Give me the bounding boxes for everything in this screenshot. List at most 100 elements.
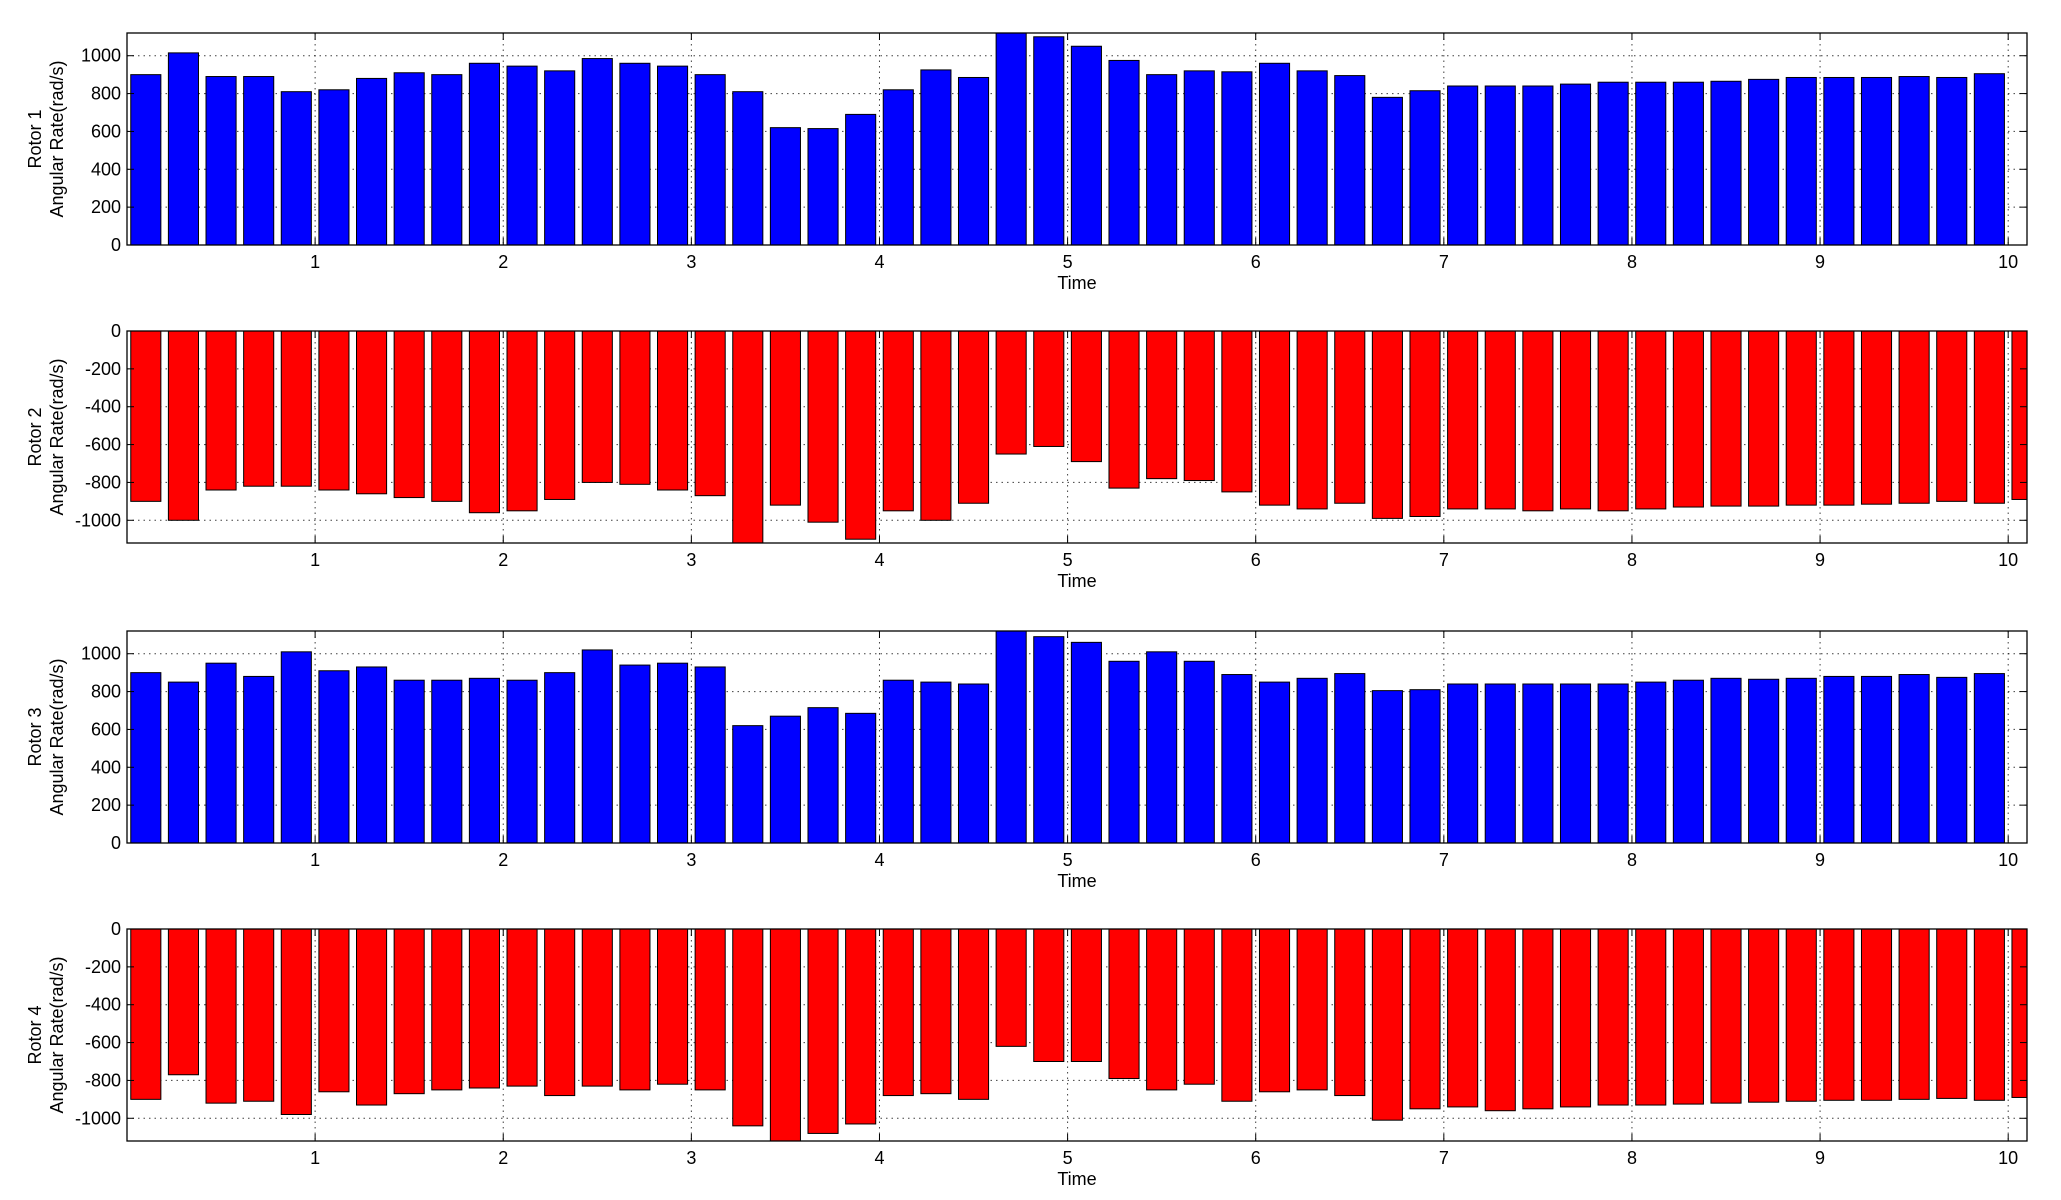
y-tick-label: -1000 [75,1108,121,1128]
bar [656,331,689,491]
x-tick-label: 10 [1998,550,2018,570]
bar [1146,929,1178,1091]
bar [1033,929,1065,1062]
bar [694,331,726,497]
bar [130,929,162,1100]
bar [506,929,538,1087]
x-tick-label: 5 [1063,252,1073,272]
y-tick-label: 400 [91,159,121,179]
x-tick-label: 1 [310,850,320,870]
x-tick-label: 2 [498,1148,508,1168]
bar [1559,683,1592,843]
bar [1221,331,1253,493]
bar [280,929,312,1115]
bar [1559,83,1592,245]
bar-series [130,33,2005,245]
y-tick-label: 200 [91,795,121,815]
bar [581,331,613,483]
y-tick-label: -200 [85,957,121,977]
bar [468,62,500,245]
bar [1597,331,1629,512]
axes-frame [126,32,2028,246]
bar [243,929,275,1102]
bar [1748,78,1780,245]
bar [1070,331,1102,463]
bar [356,77,388,245]
bar [1748,929,1780,1103]
bar [1672,331,1704,508]
bar [995,331,1027,455]
bar [393,331,425,499]
bar [1710,80,1742,245]
bar [167,929,199,1076]
axes-frame [126,928,2028,1142]
bar [1672,679,1704,843]
x-tick-label: 8 [1627,550,1637,570]
bar [769,331,801,506]
axes-frame [126,330,2028,544]
bar [769,715,801,843]
bar [920,929,952,1095]
bar [1898,76,1930,245]
y-axis-title-rate: Angular Rate(rad/s) [47,60,67,217]
bar [243,76,275,245]
bar [1371,96,1403,245]
bar [1559,331,1592,510]
bar-series [130,929,2027,1141]
bar [807,331,839,523]
bar [130,331,162,502]
bar [544,331,576,500]
bar [1785,331,1817,506]
x-axis-title: Time [1057,571,1096,591]
x-tick-label: 9 [1815,1148,1825,1168]
bar [280,651,312,843]
bar [807,929,839,1134]
x-tick-label: 2 [498,550,508,570]
subplot-rotor-4: 1 2 3 4 5 6 7 8 9 10 -1000 -800 -600 -400 -200 0 Time Rot… [25,919,2028,1189]
bar [318,331,350,491]
bar [1672,81,1704,245]
bar [1334,673,1366,843]
x-tick-label: 10 [1998,252,2018,272]
bar [356,929,388,1106]
x-axis-title: Time [1057,273,1096,293]
x-tick-label: 1 [310,550,320,570]
y-axis-title-rate: Angular Rate(rad/s) [47,956,67,1113]
bar [431,929,463,1091]
bar [1936,331,1968,502]
bar [581,58,613,245]
bar [468,929,500,1089]
y-tick-label: 600 [91,719,121,739]
bar [1973,673,2005,843]
bar [995,929,1027,1047]
x-tick-label: 4 [874,850,884,870]
x-tick-label: 7 [1439,850,1449,870]
y-tick-label: 1000 [81,46,121,66]
bar [1522,85,1554,245]
bar [393,929,425,1095]
bar [656,65,689,245]
y-tick-label: 800 [91,682,121,702]
bar [1108,59,1140,245]
bar [1973,929,2005,1101]
bar [318,670,350,843]
bar [1672,929,1704,1105]
bar [1635,81,1667,245]
bar [1070,45,1102,245]
bar [1860,675,1893,843]
bar [1334,75,1366,245]
bar [1033,636,1065,843]
bar [1296,677,1328,843]
bar [1033,36,1065,245]
bar [1409,90,1441,245]
bar [1710,331,1742,507]
y-axis-title-rotor: Rotor 3 [25,707,45,766]
x-tick-label: 8 [1627,252,1637,272]
axes-frame [126,630,2028,844]
x-tick-label: 10 [1998,850,2018,870]
y-axis-title-rotor: Rotor 1 [25,109,45,168]
x-tick-label: 3 [686,1148,696,1168]
bar [1898,929,1930,1100]
x-tick-label: 4 [874,252,884,272]
bar [619,664,651,843]
